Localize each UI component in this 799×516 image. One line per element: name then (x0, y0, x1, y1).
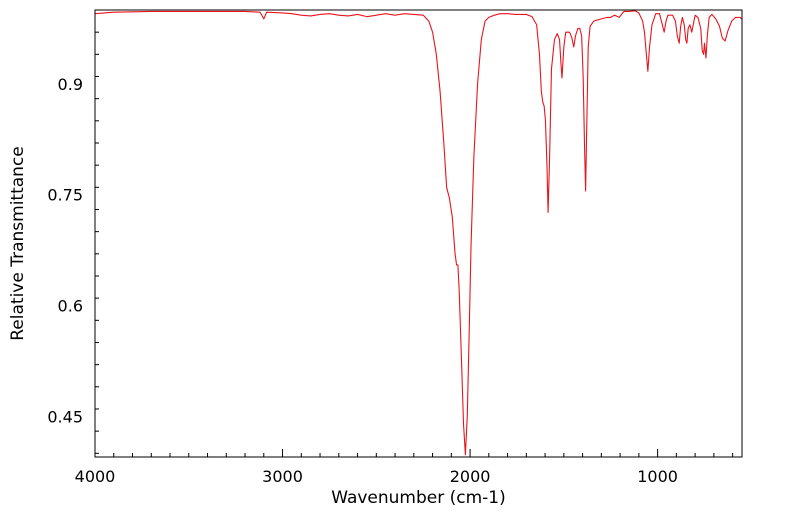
plot-frame (94, 9, 743, 458)
x-tick-label: 1000 (637, 467, 678, 486)
x-tick-label: 4000 (75, 467, 116, 486)
y-tick-label: 0.45 (47, 407, 83, 426)
y-tick-label: 0.9 (58, 75, 83, 94)
y-tick-label: 0.6 (58, 297, 83, 316)
y-axis-label: Relative Transmittance (8, 146, 28, 341)
spectrum-line-0 (94, 10, 743, 456)
x-axis-ticks: 4000 3000 2000 1000 (75, 449, 734, 486)
x-tick-label: 2000 (450, 467, 491, 486)
x-axis-label: Wavenumber (cm-1) (331, 488, 506, 508)
x-tick-label: 3000 (262, 467, 303, 486)
series-layer (94, 10, 743, 456)
y-tick-label: 0.75 (47, 186, 83, 205)
y-axis-ticks: 0.45 0.6 0.75 0.9 (47, 9, 99, 454)
